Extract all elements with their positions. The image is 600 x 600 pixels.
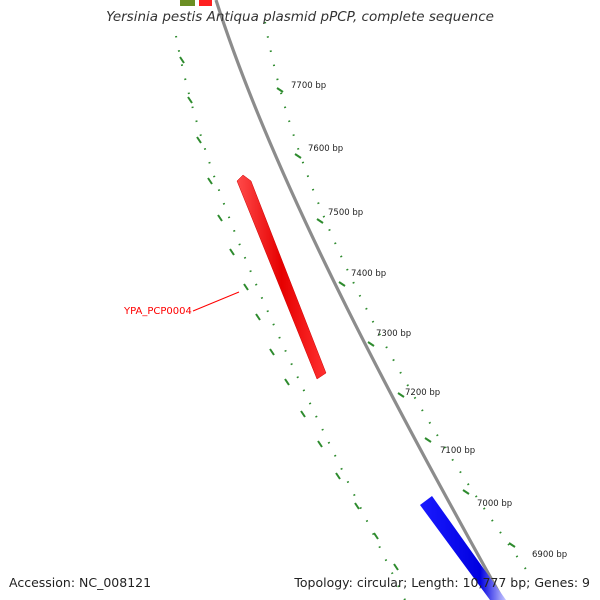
inner-ring-tick (269, 348, 275, 356)
inner-ring-tick (179, 56, 185, 64)
feature-label-leader (192, 291, 240, 312)
ruler-major-tick (367, 341, 375, 347)
ruler-tick-label: 7500 bp (328, 208, 363, 218)
inner-ring-tick (207, 177, 213, 185)
ruler-tick-label: 7100 bp (440, 446, 475, 456)
inner-ring-tick (187, 96, 193, 104)
inner-ring-tick (354, 502, 360, 510)
inner-ring-tick (255, 313, 261, 321)
ruler-ticks: 6900 bp 7000 bp 7100 bp 7200 bp 7300 bp 7400 … (179, 56, 567, 571)
ruler-tick-label: 6900 bp (532, 550, 567, 560)
ruler-major-tick (338, 281, 346, 287)
accession-label: Accession: NC_008121 (9, 575, 152, 590)
ruler-major-tick (462, 489, 470, 495)
gene-top-green[interactable] (180, 0, 195, 6)
gene-blue[interactable] (420, 496, 506, 600)
inner-tick-ring (175, 35, 406, 600)
ruler-major-tick (316, 218, 324, 224)
ruler-tick-label: 7600 bp (308, 144, 343, 154)
inner-ring-tick (300, 410, 306, 418)
ruler-tick-label: 7200 bp (405, 388, 440, 398)
inner-ring-tick (284, 378, 290, 386)
gene-top-red[interactable] (199, 0, 212, 6)
inner-ring-tick (243, 283, 249, 291)
inner-ring-tick (229, 248, 235, 256)
topology-summary: Topology: circular; Length: 10,777 bp; G… (294, 575, 590, 590)
ruler-tick-label: 7700 bp (291, 81, 326, 91)
outer-tick-ring (264, 21, 531, 576)
ruler-tick-label: 7300 bp (376, 329, 411, 339)
ruler-major-tick (294, 153, 302, 159)
inner-ring-tick (196, 136, 202, 144)
inner-ring-tick (217, 214, 223, 222)
inner-ring-tick (373, 532, 379, 540)
inner-ring-tick (335, 472, 341, 480)
gene-YPA_PCP0004[interactable] (236, 174, 327, 380)
ruler-major-tick (424, 437, 432, 443)
ruler-tick-label: 7000 bp (477, 499, 512, 509)
inner-ring-tick (317, 440, 323, 448)
backbone-circle (214, 0, 505, 600)
map-title: Yersinia pestis Antiqua plasmid pPCP, co… (106, 9, 494, 25)
inner-ring-tick (393, 563, 399, 571)
ruler-major-tick (508, 542, 516, 548)
ruler-major-tick (397, 392, 405, 398)
feature-label-YPA_PCP0004[interactable]: YPA_PCP0004 (123, 306, 192, 317)
ruler-major-tick (276, 87, 284, 93)
ruler-tick-label: 7400 bp (351, 269, 386, 279)
